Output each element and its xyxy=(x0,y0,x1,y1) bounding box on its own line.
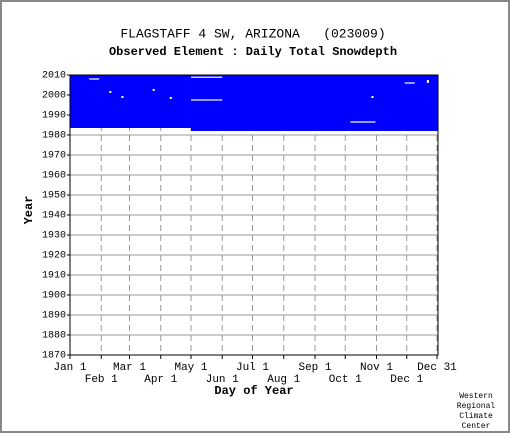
y-axis-label: Year xyxy=(22,196,36,225)
data-gap xyxy=(190,99,223,101)
x-tick-label: Sep 1 xyxy=(298,362,331,374)
x-tick-label: Oct 1 xyxy=(329,374,362,386)
credit: Center xyxy=(462,422,491,431)
x-tick-label: May 1 xyxy=(174,362,207,374)
x-tick-label: Feb 1 xyxy=(85,374,118,386)
data-gap xyxy=(426,80,429,83)
data-block xyxy=(70,75,191,128)
x-tick-label: Nov 1 xyxy=(360,362,393,374)
data-gap xyxy=(152,89,155,91)
data-gap xyxy=(169,97,172,99)
x-tick-label: Mar 1 xyxy=(113,362,146,374)
y-tick-label: 1900 xyxy=(42,291,66,302)
y-tick-label: 2000 xyxy=(42,91,66,102)
chart-title: FLAGSTAFF 4 SW, ARIZONA (023009) xyxy=(120,26,385,41)
x-tick-label: Dec 1 xyxy=(390,374,423,386)
y-tick-label: 1980 xyxy=(42,131,66,142)
y-tick-label: 1920 xyxy=(42,251,66,262)
y-tick-label: 1910 xyxy=(42,271,66,282)
y-tick-label: 1880 xyxy=(42,331,66,342)
y-tick-label: 1930 xyxy=(42,231,66,242)
y-tick-label: 1940 xyxy=(42,211,66,222)
data-gap xyxy=(190,76,223,78)
y-tick-label: 1870 xyxy=(42,351,66,362)
plot-border xyxy=(69,74,439,356)
y-tick-label: 1990 xyxy=(42,111,66,122)
data-gap xyxy=(404,82,415,84)
data-block xyxy=(190,75,438,131)
data-gap xyxy=(350,121,376,123)
chart-subtitle: Observed Element : Daily Total Snowdepth xyxy=(109,45,397,59)
x-axis-label: Day of Year xyxy=(214,384,293,398)
y-tick-label: 1890 xyxy=(42,311,66,322)
x-tick-label: Apr 1 xyxy=(144,374,177,386)
data-gap xyxy=(371,96,374,98)
x-tick-label: Dec 31 xyxy=(417,362,457,374)
data-gap xyxy=(89,78,100,80)
credit: Climate xyxy=(459,412,493,421)
x-tick-label: Jul 1 xyxy=(236,362,269,374)
x-tick-label: Jan 1 xyxy=(53,362,86,374)
y-tick-label: 1960 xyxy=(42,171,66,182)
credit: Regional xyxy=(457,402,496,411)
data-gap xyxy=(121,96,124,98)
credit: Western xyxy=(459,392,493,401)
x-tick-label: Aug 1 xyxy=(267,374,300,386)
y-tick-label: 2010 xyxy=(42,71,66,82)
data-gap xyxy=(109,91,112,93)
y-tick-label: 1950 xyxy=(42,191,66,202)
y-tick-label: 1970 xyxy=(42,151,66,162)
x-tick-label: Jun 1 xyxy=(206,374,239,386)
